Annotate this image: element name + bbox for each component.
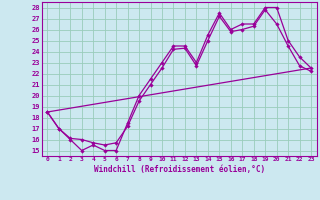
X-axis label: Windchill (Refroidissement éolien,°C): Windchill (Refroidissement éolien,°C) [94,165,265,174]
